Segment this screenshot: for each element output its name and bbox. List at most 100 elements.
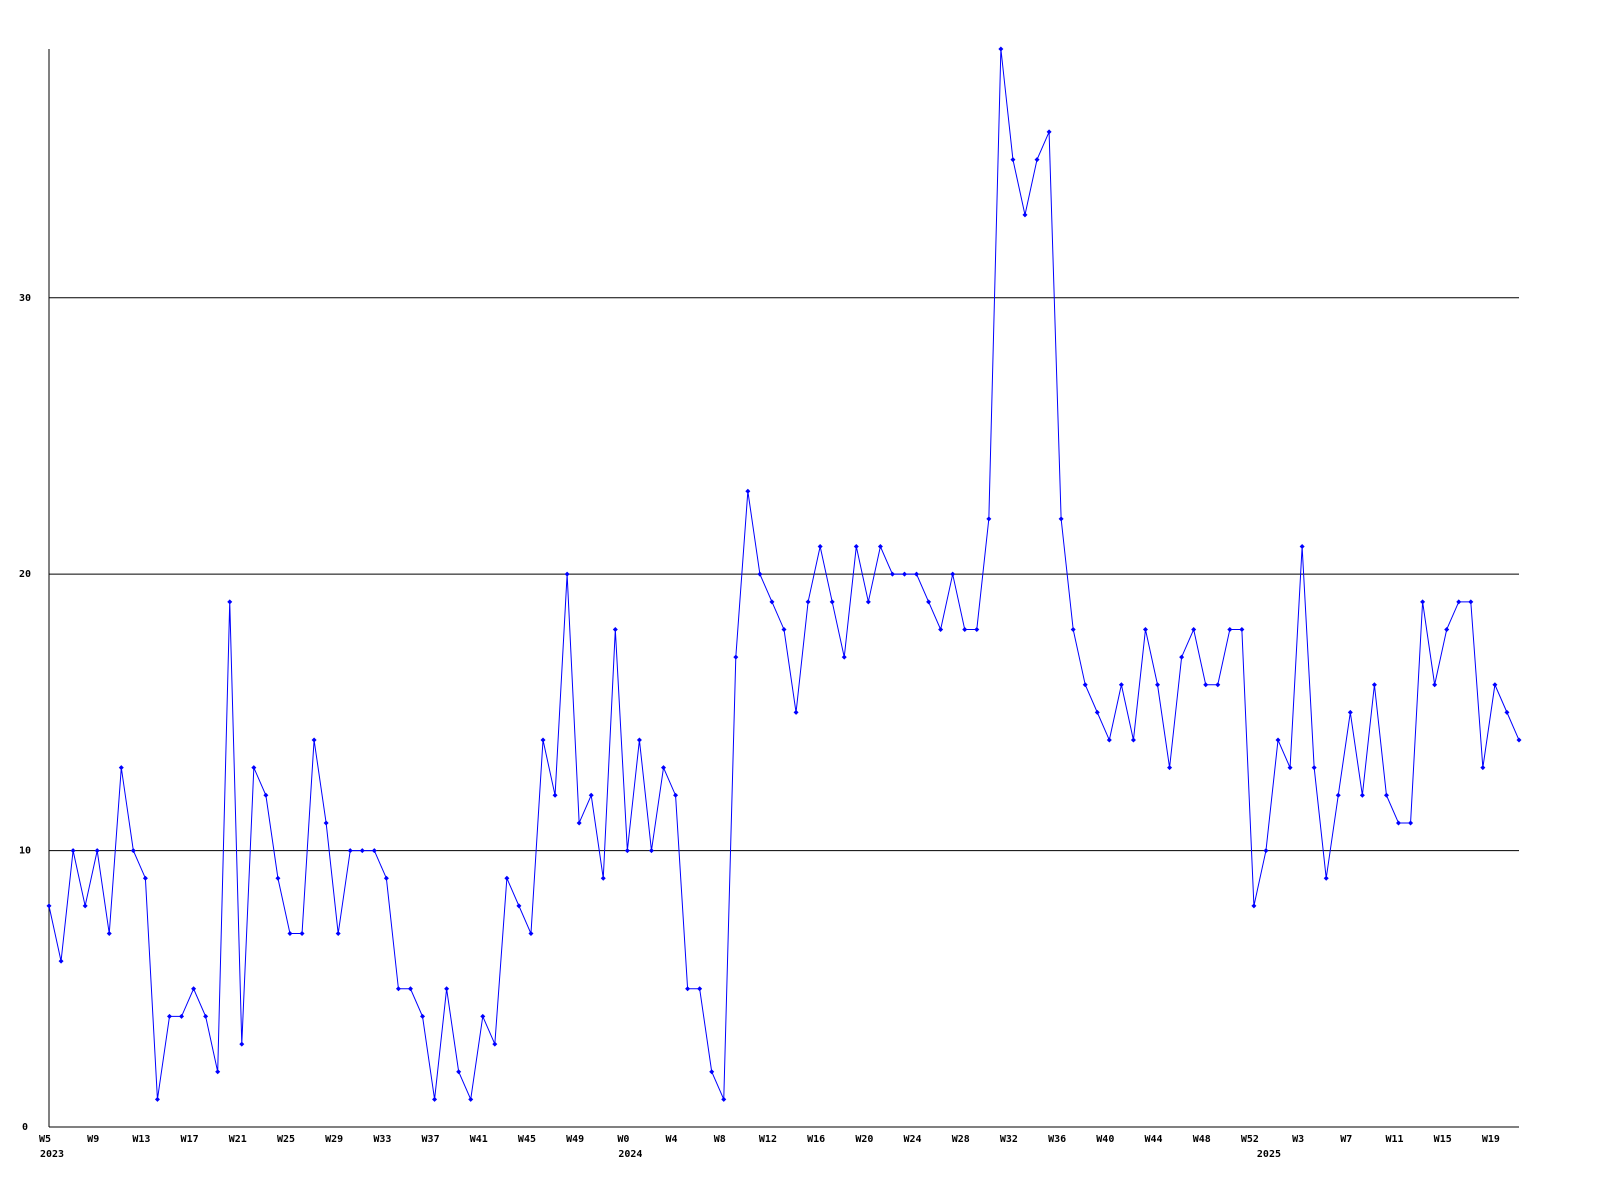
point-marker	[1420, 599, 1426, 605]
point-marker	[1130, 737, 1136, 743]
point-marker	[70, 848, 76, 854]
x-tick-label: W45	[518, 1134, 536, 1145]
x-tick-label: W13	[132, 1134, 150, 1145]
point-marker	[492, 1041, 498, 1047]
x-tick-label: W48	[1193, 1134, 1211, 1145]
x-year-label: 2023	[40, 1149, 64, 1160]
point-marker	[540, 737, 546, 743]
point-marker	[1010, 157, 1016, 163]
point-marker	[516, 903, 522, 909]
x-tick-label: W3	[1292, 1134, 1304, 1145]
point-marker	[914, 571, 920, 577]
point-marker	[1323, 875, 1329, 881]
point-marker	[1408, 820, 1414, 826]
point-marker	[1251, 903, 1257, 909]
x-tick-label: W49	[566, 1134, 584, 1145]
point-marker	[1456, 599, 1462, 605]
point-marker	[661, 765, 667, 771]
point-marker	[721, 1096, 727, 1102]
x-tick-label: W17	[181, 1134, 199, 1145]
x-tick-label: W40	[1096, 1134, 1114, 1145]
point-marker	[1432, 682, 1438, 688]
y-tick-label: 20	[19, 569, 31, 580]
x-tick-label: W4	[666, 1134, 678, 1145]
point-marker	[853, 544, 859, 550]
point-marker	[468, 1096, 474, 1102]
point-marker	[1371, 682, 1377, 688]
point-marker	[745, 488, 751, 494]
point-marker	[1215, 682, 1221, 688]
point-marker	[528, 931, 534, 937]
x-tick-label: W15	[1434, 1134, 1452, 1145]
point-marker	[1118, 682, 1124, 688]
point-marker	[636, 737, 642, 743]
point-marker	[962, 626, 968, 632]
point-marker	[1191, 626, 1197, 632]
x-tick-label: W52	[1241, 1134, 1259, 1145]
point-marker	[938, 626, 944, 632]
x-tick-label: W11	[1385, 1134, 1403, 1145]
point-marker	[926, 599, 932, 605]
point-marker	[46, 903, 52, 909]
point-marker	[456, 1069, 462, 1075]
point-marker	[733, 654, 739, 660]
point-marker	[227, 599, 233, 605]
x-tick-label: W20	[855, 1134, 873, 1145]
point-marker	[1058, 516, 1064, 522]
x-tick-label: W12	[759, 1134, 777, 1145]
y-tick-label: 0	[22, 1122, 28, 1133]
point-marker	[1263, 848, 1269, 854]
point-marker	[1179, 654, 1185, 660]
x-tick-label: W37	[422, 1134, 440, 1145]
point-marker	[130, 848, 136, 854]
y-tick-label: 30	[19, 293, 31, 304]
point-marker	[58, 958, 64, 964]
point-marker	[673, 792, 679, 798]
point-marker	[950, 571, 956, 577]
point-marker	[275, 875, 281, 881]
point-marker	[769, 599, 775, 605]
x-tick-label: W44	[1144, 1134, 1162, 1145]
point-marker	[215, 1069, 221, 1075]
x-tick-label: W7	[1340, 1134, 1352, 1145]
point-marker	[347, 848, 353, 854]
x-year-label: 2024	[618, 1149, 642, 1160]
point-marker	[793, 709, 799, 715]
point-marker	[1480, 765, 1486, 771]
point-marker	[781, 626, 787, 632]
point-marker	[263, 792, 269, 798]
point-marker	[1106, 737, 1112, 743]
point-marker	[612, 626, 618, 632]
point-marker	[1046, 129, 1052, 135]
point-marker	[805, 599, 811, 605]
point-marker	[974, 626, 980, 632]
x-tick-label: W41	[470, 1134, 488, 1145]
point-marker	[1287, 765, 1293, 771]
x-tick-label: W29	[325, 1134, 343, 1145]
point-marker	[504, 875, 510, 881]
point-marker	[1094, 709, 1100, 715]
point-marker	[841, 654, 847, 660]
point-marker	[1275, 737, 1281, 743]
point-marker	[335, 931, 341, 937]
point-marker	[1022, 212, 1028, 218]
point-marker	[323, 820, 329, 826]
point-marker	[588, 792, 594, 798]
point-marker	[648, 848, 654, 854]
point-marker	[624, 848, 630, 854]
point-marker	[251, 765, 257, 771]
x-tick-label: W16	[807, 1134, 825, 1145]
x-tick-label: W32	[1000, 1134, 1018, 1145]
point-marker	[877, 544, 883, 550]
point-marker	[407, 986, 413, 992]
point-marker	[829, 599, 835, 605]
x-year-label: 2025	[1257, 1149, 1281, 1160]
point-marker	[1444, 626, 1450, 632]
point-marker	[420, 1013, 426, 1019]
point-marker	[287, 931, 293, 937]
point-marker	[1203, 682, 1209, 688]
point-marker	[480, 1013, 486, 1019]
point-marker	[203, 1013, 209, 1019]
